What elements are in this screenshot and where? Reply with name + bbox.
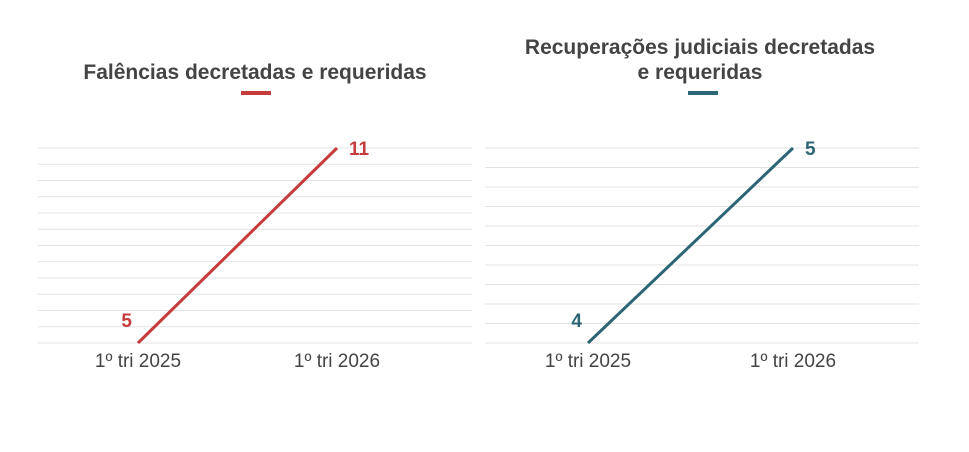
chart-title-falencias: Falências decretadas e requeridas bbox=[83, 61, 427, 84]
chart-title-recuperacoes: Recuperações judiciais decretadas e requ… bbox=[480, 35, 920, 85]
data-label: 5 bbox=[805, 139, 816, 160]
data-label: 4 bbox=[571, 311, 582, 332]
data-label: 11 bbox=[349, 139, 370, 160]
x-tick-label: 1º tri 2025 bbox=[95, 351, 181, 372]
chart-title-line-1: Recuperações judiciais decretadas bbox=[524, 36, 876, 59]
series-line bbox=[586, 146, 795, 345]
legend-swatch-falencias bbox=[241, 91, 271, 95]
x-tick-label: 1º tri 2025 bbox=[545, 351, 631, 372]
chart-title-line-2: e requeridas bbox=[637, 61, 763, 84]
series-line bbox=[136, 146, 339, 345]
x-tick-label: 1º tri 2026 bbox=[294, 351, 380, 372]
legend-swatch-recuperacoes bbox=[688, 91, 718, 95]
x-tick-label: 1º tri 2026 bbox=[750, 351, 836, 372]
data-label: 5 bbox=[121, 311, 132, 332]
